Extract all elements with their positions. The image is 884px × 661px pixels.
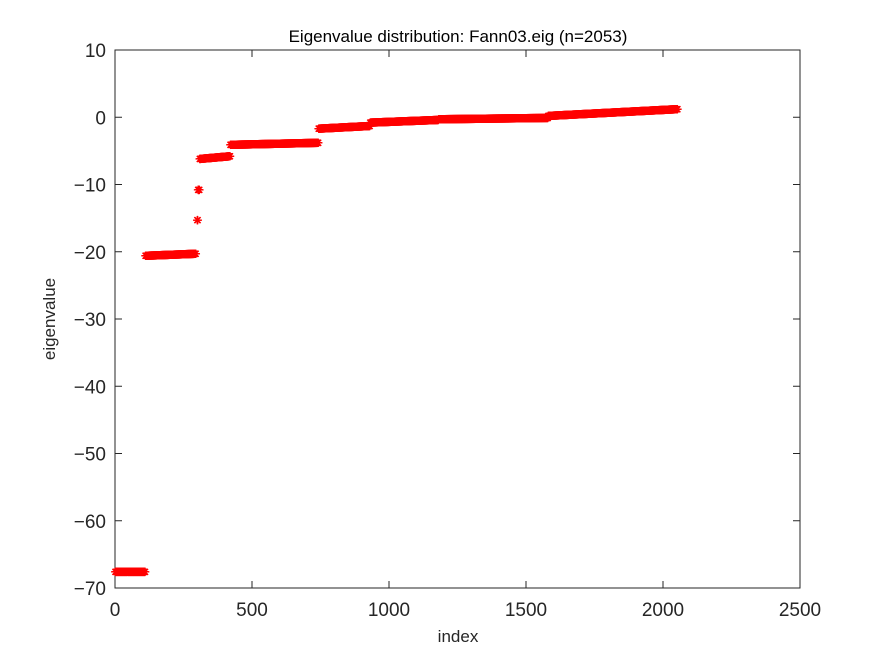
y-tick-label: −40	[74, 377, 106, 398]
y-tick-label: 0	[95, 108, 106, 129]
y-tick-label: −50	[74, 445, 106, 466]
plot-area	[114, 49, 801, 589]
data-point	[191, 249, 201, 258]
y-axis: 10 0 −10 −20 −30 −40 −50 −60 −70	[74, 41, 800, 600]
x-tick-label: 2000	[642, 600, 684, 621]
x-tick-label: 1000	[368, 600, 410, 621]
y-tick-label: −30	[74, 310, 106, 331]
data-point	[195, 185, 204, 195]
data-point	[140, 567, 150, 577]
data-point	[673, 104, 682, 114]
x-axis-label: index	[438, 627, 479, 646]
data-point	[193, 215, 202, 225]
y-tick-label: −70	[74, 579, 106, 600]
y-axis-label: eigenvalue	[40, 278, 59, 360]
chart-title: Eigenvalue distribution: Fann03.eig (n=2…	[289, 27, 628, 46]
x-tick-label: 2500	[779, 600, 821, 621]
data-point	[225, 152, 235, 161]
y-tick-label: −10	[74, 176, 106, 197]
data-point	[314, 138, 323, 147]
x-tick-label: 0	[110, 600, 121, 621]
data-series-eigenvalues	[111, 104, 682, 577]
x-axis: 0 500 1000 1500 2000 2500	[110, 50, 821, 621]
x-tick-label: 500	[236, 600, 268, 621]
x-tick-label: 1500	[505, 600, 547, 621]
y-tick-label: −60	[74, 512, 106, 533]
y-tick-label: −20	[74, 243, 106, 264]
y-tick-label: 10	[85, 41, 106, 62]
